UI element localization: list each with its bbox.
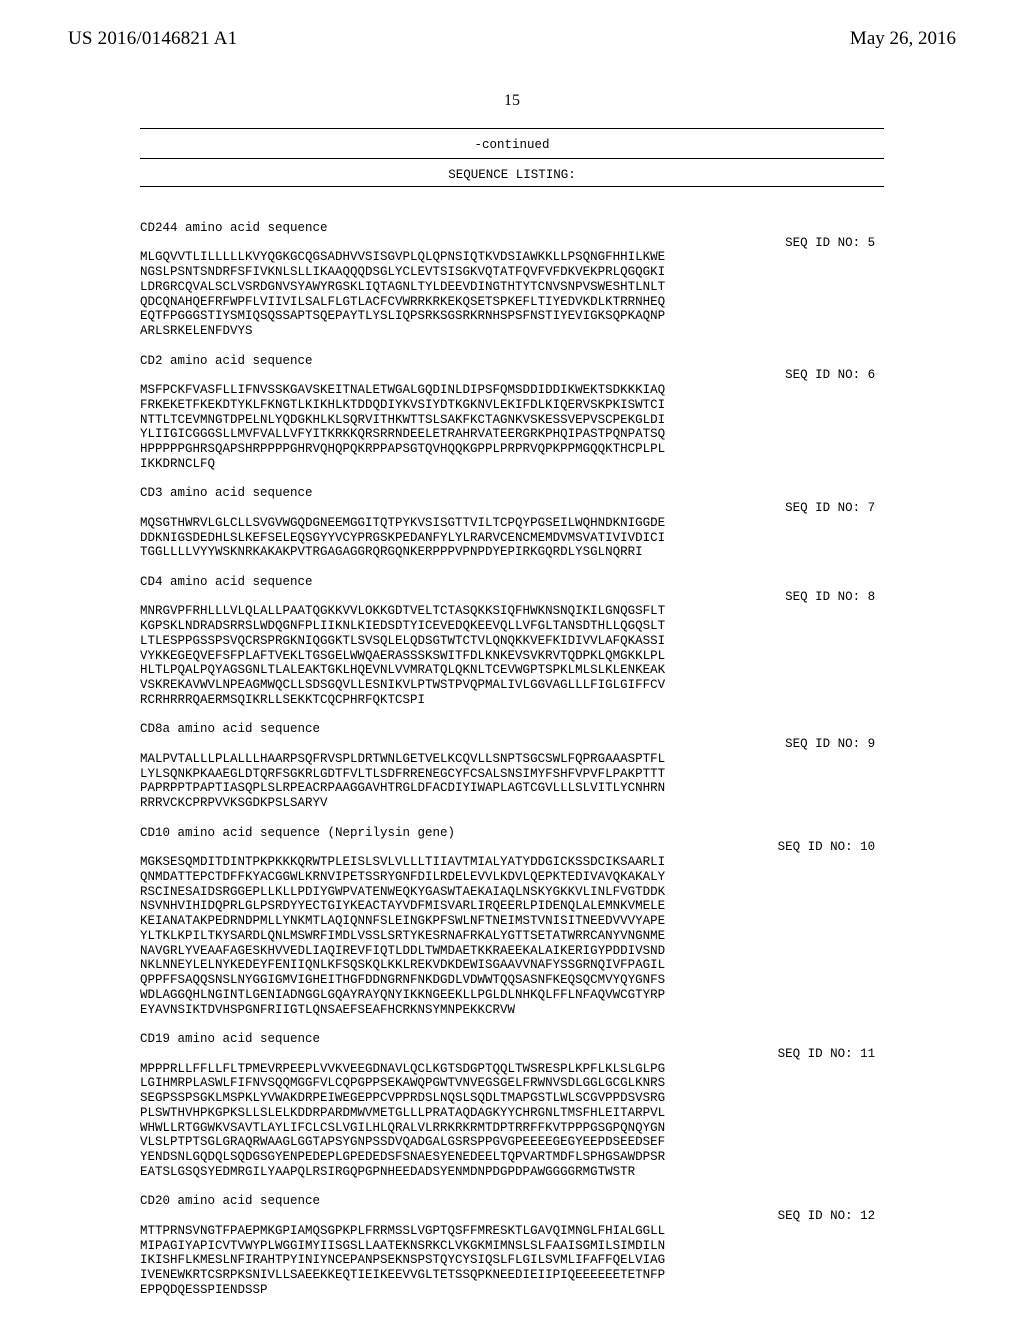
page-number: 15 <box>0 92 1024 110</box>
sequence-listing-body: CD244 amino acid sequence SEQ ID NO: 5 M… <box>140 206 884 1298</box>
rule-top <box>140 128 884 129</box>
publication-number: US 2016/0146821 A1 <box>68 28 237 50</box>
patent-page: US 2016/0146821 A1 May 26, 2016 15 -cont… <box>0 0 1024 1320</box>
page-header: US 2016/0146821 A1 May 26, 2016 <box>0 28 1024 58</box>
sequence-listing-label: SEQUENCE LISTING: <box>0 168 1024 182</box>
rule-mid <box>140 158 884 159</box>
rule-bottom <box>140 186 884 187</box>
publication-date: May 26, 2016 <box>850 28 956 50</box>
continued-label: -continued <box>0 138 1024 152</box>
